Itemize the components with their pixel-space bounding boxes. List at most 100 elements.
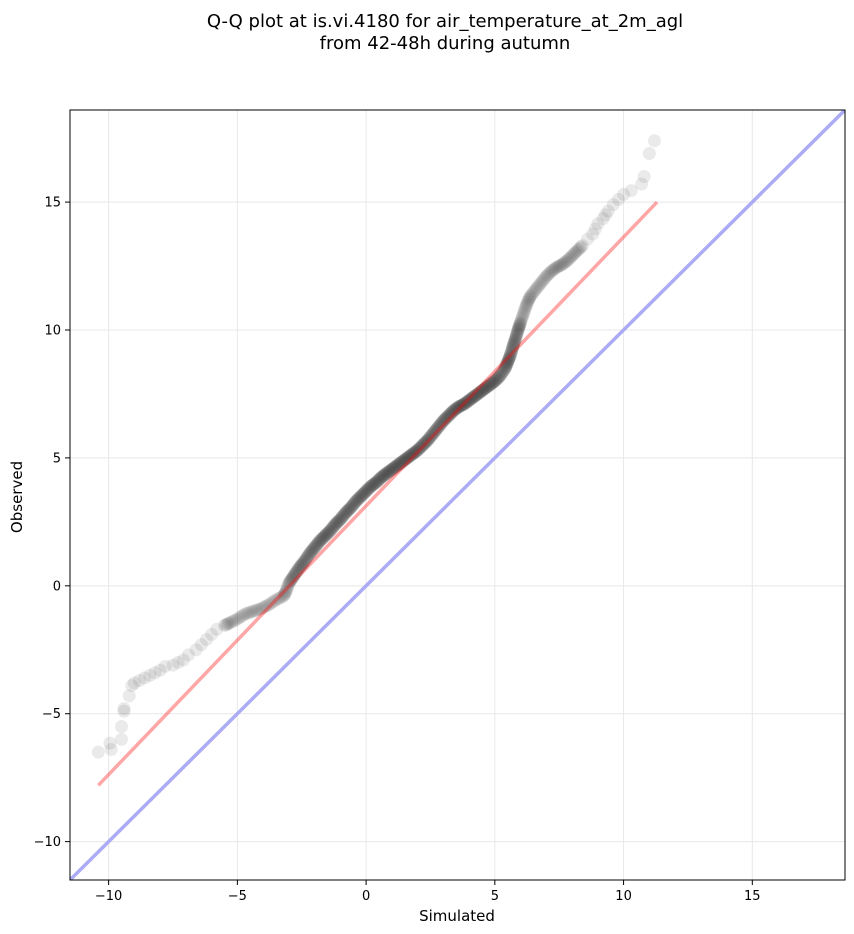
data-point [360,483,374,497]
data-point [449,402,463,416]
data-point [380,466,394,480]
data-point [295,557,309,571]
data-point [505,344,519,358]
data-point [365,479,379,493]
data-point [364,479,378,493]
data-point [503,349,517,363]
data-point [318,529,332,543]
data-point [485,376,499,390]
data-point [428,424,442,438]
data-point [353,490,367,504]
data-point [453,399,467,413]
data-point [407,446,421,460]
data-point [487,375,501,389]
data-point [467,390,481,404]
data-point [568,246,582,260]
data-point [514,315,528,329]
data-point [570,244,584,258]
data-point [358,485,372,499]
fit-line [97,200,659,787]
data-point [526,285,540,299]
data-point [552,259,566,273]
x-tick-label: 0 [362,889,370,904]
data-point [507,338,521,352]
data-point [445,406,459,419]
data-point [344,501,358,515]
data-point [489,373,503,387]
data-point [431,420,445,434]
data-point [487,375,501,389]
data-point [292,562,306,576]
plot-frame [69,109,846,881]
data-point [368,476,382,490]
data-point [117,704,131,718]
data-point [394,455,408,469]
data-point [286,571,300,584]
data-point [418,436,432,450]
data-point [565,249,579,263]
data-point [287,569,301,583]
data-point [437,413,451,427]
data-point [292,561,306,575]
data-point [473,385,487,399]
data-point [447,404,461,418]
data-point [506,340,520,354]
data-point [290,565,304,579]
x-tick-label: −10 [95,889,122,904]
data-point [432,419,446,433]
data-point [418,436,432,450]
data-point [338,506,352,520]
data-point [346,498,360,512]
data-point [544,264,558,278]
data-point [333,512,347,526]
data-point [382,464,396,478]
data-point [379,467,393,481]
data-point [310,538,324,552]
data-point [283,574,297,588]
data-point [314,533,328,547]
chart-title-line-1: Q-Q plot at is.vi.4180 for air_temperatu… [207,11,683,32]
data-point [517,306,531,320]
data-point [387,461,401,475]
data-point [329,517,343,531]
data-point [275,590,289,604]
data-point [465,391,479,405]
data-point [513,316,527,330]
data-point [367,477,381,491]
data-point [301,549,315,563]
data-point [542,267,556,281]
data-point [357,486,371,500]
data-point [320,526,334,540]
data-point [504,346,518,360]
data-point [517,304,531,318]
data-point [561,253,575,267]
data-point [349,494,363,508]
y-axis-ticks: −10 −5 0 5 10 15 [34,196,70,850]
data-point [494,367,508,381]
data-point [324,522,338,536]
data-point [351,492,365,506]
data-point [520,297,534,311]
data-point [341,503,355,517]
data-point [176,653,190,667]
data-point [429,423,443,437]
data-point [509,330,523,344]
data-point [519,298,533,312]
data-point [234,610,248,624]
data-point [236,608,250,622]
data-point [225,615,239,629]
data-point [460,395,474,409]
data-point [364,480,378,494]
data-point [451,400,465,414]
identity-line [70,110,845,880]
data-point [384,463,398,477]
data-point [367,477,381,491]
data-point [299,552,313,566]
data-point [355,488,369,502]
x-tick-label: 5 [491,889,499,904]
x-tick-label: 15 [744,889,761,904]
data-point [510,325,524,339]
data-point [346,498,360,512]
data-point [481,379,495,393]
data-point [313,533,327,547]
